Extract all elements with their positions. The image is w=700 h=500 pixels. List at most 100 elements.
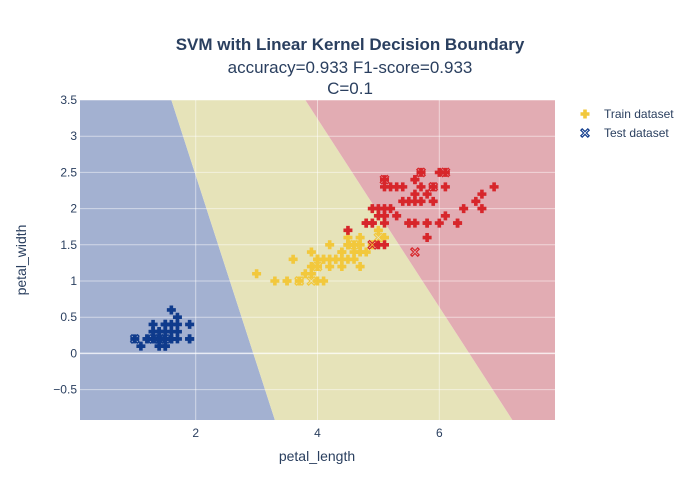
train-point <box>319 276 329 286</box>
train-point <box>172 312 182 322</box>
region-class-2 <box>305 100 555 420</box>
train-point <box>154 334 164 344</box>
test-point <box>379 174 390 185</box>
legend-item[interactable]: Test dataset <box>579 126 670 140</box>
legend-label: Train dataset <box>604 107 674 121</box>
test-point <box>129 333 140 344</box>
train-point <box>367 240 377 250</box>
train-point <box>306 247 316 257</box>
train-point <box>471 196 481 206</box>
train-point <box>379 233 389 243</box>
y-tick-label: 0 <box>70 346 77 360</box>
train-point <box>300 269 310 279</box>
train-point <box>288 254 298 264</box>
train-point <box>410 175 420 185</box>
train-point <box>325 262 335 272</box>
test-point <box>306 275 317 287</box>
train-point <box>172 334 182 344</box>
train-point <box>185 334 195 344</box>
train-point <box>319 254 329 264</box>
train-point <box>282 276 292 286</box>
train-point <box>410 189 420 199</box>
train-point <box>453 218 463 228</box>
train-point <box>252 269 262 279</box>
train-point <box>343 240 353 250</box>
test-point <box>348 239 360 250</box>
train-point <box>166 319 176 329</box>
chart-title: SVM with Linear Kernel Decision Boundary <box>176 35 525 54</box>
train-point <box>440 167 450 177</box>
train-point <box>306 262 316 272</box>
data-points <box>129 167 499 351</box>
test-point <box>294 275 305 287</box>
train-point <box>428 182 438 192</box>
train-point <box>130 334 140 344</box>
train-point <box>440 211 450 221</box>
train-point <box>148 327 158 337</box>
train-point <box>313 254 322 264</box>
chart-subtitle-metrics: accuracy=0.933 F1-score=0.933 <box>228 58 473 77</box>
train-point <box>422 233 432 243</box>
train-point <box>422 189 432 199</box>
train-point <box>355 233 365 243</box>
y-tick-label: −0.5 <box>53 383 77 397</box>
train-point <box>343 225 353 235</box>
train-point <box>337 254 347 264</box>
y-tick-label: 1.5 <box>60 238 77 252</box>
train-point <box>337 262 347 272</box>
train-point <box>398 182 408 192</box>
train-point <box>367 204 377 214</box>
train-point <box>160 341 170 351</box>
train-point <box>270 276 280 286</box>
train-point <box>148 319 158 329</box>
test-point <box>440 167 451 178</box>
train-point <box>416 167 426 177</box>
plot-area[interactable] <box>80 99 555 420</box>
train-point <box>373 225 383 235</box>
train-point <box>489 182 499 192</box>
y-tick-label: 3 <box>70 129 77 143</box>
train-point <box>416 196 426 206</box>
y-tick-label: 1 <box>70 274 77 288</box>
train-point <box>373 240 383 250</box>
train-point <box>361 218 371 228</box>
train-point <box>392 182 402 192</box>
x-axis-label: petal_length <box>279 448 355 464</box>
train-point <box>306 269 316 279</box>
train-point <box>477 189 487 199</box>
train-point <box>416 182 426 192</box>
legend[interactable]: Train dataset Test dataset <box>579 107 675 140</box>
train-point <box>154 327 164 337</box>
x-axis-ticks: 2 4 6 <box>192 426 443 440</box>
test-point <box>373 232 384 243</box>
legend-test-marker <box>579 127 591 139</box>
test-point <box>312 261 323 272</box>
test-point <box>367 239 378 250</box>
train-point <box>325 240 335 250</box>
train-point <box>343 254 353 264</box>
train-point <box>459 204 469 214</box>
train-point <box>410 196 420 206</box>
legend-item[interactable]: Train dataset <box>580 107 675 121</box>
train-point <box>386 204 396 214</box>
train-point <box>386 182 396 192</box>
legend-label: Test dataset <box>604 126 669 140</box>
y-axis-label: petal_width <box>13 225 29 296</box>
train-point <box>428 196 438 206</box>
train-point <box>154 341 164 351</box>
y-tick-label: 0.5 <box>60 310 77 324</box>
train-point <box>404 218 414 228</box>
train-point <box>379 204 389 214</box>
train-point <box>142 334 152 344</box>
train-point <box>185 319 195 329</box>
train-point <box>136 341 146 351</box>
train-point <box>160 327 170 337</box>
train-point <box>379 240 389 250</box>
region-class-0 <box>80 100 275 420</box>
y-axis-ticks: −0.5 0 0.5 1 1.5 2 2.5 3 3.5 <box>53 93 77 397</box>
train-point <box>477 204 487 214</box>
train-point <box>434 167 444 177</box>
train-point <box>343 233 353 243</box>
train-point <box>294 276 304 286</box>
